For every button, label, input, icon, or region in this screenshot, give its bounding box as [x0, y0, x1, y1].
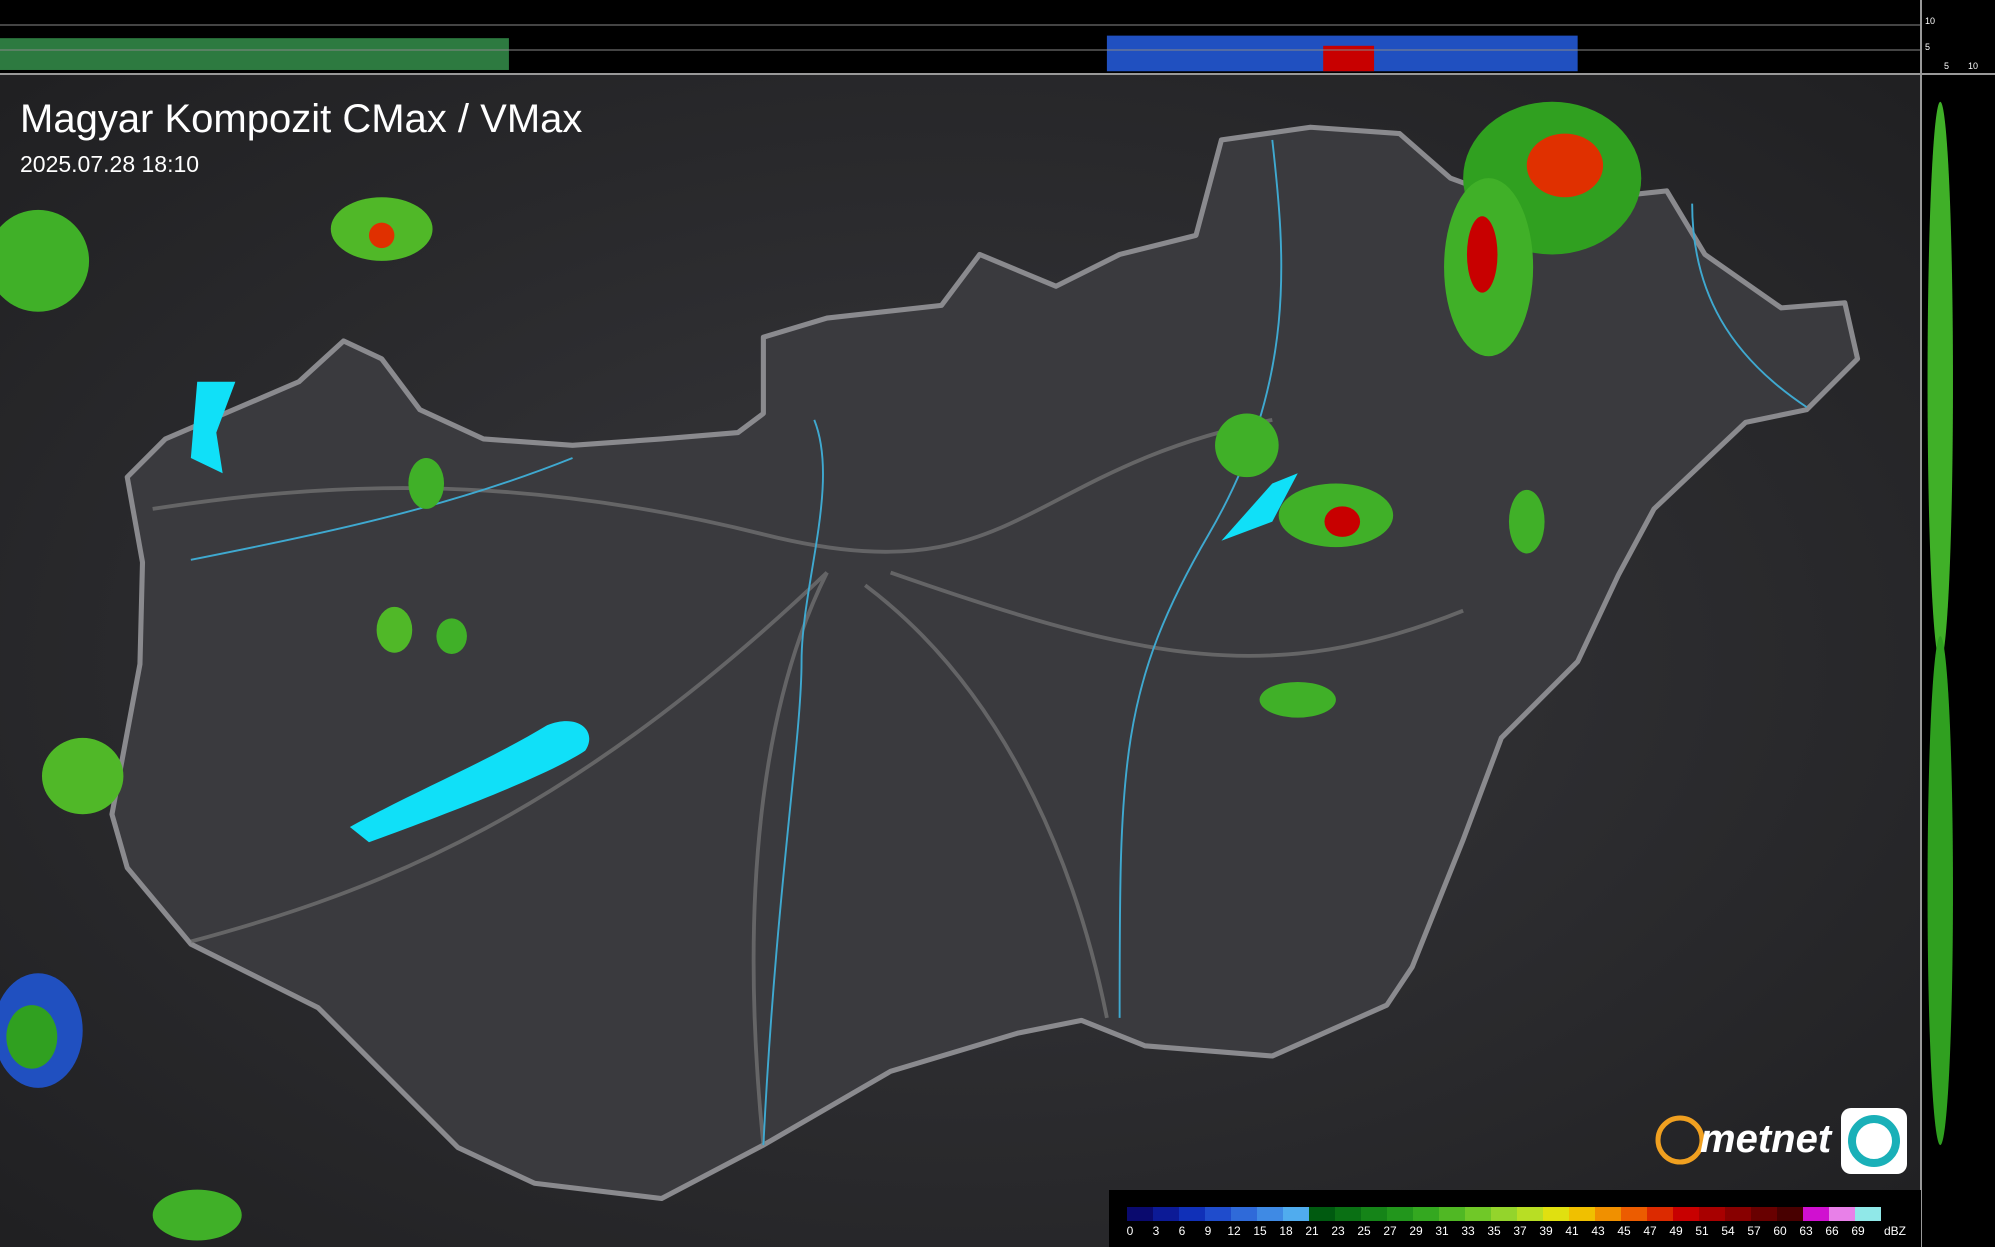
legend-label: 35: [1487, 1224, 1501, 1238]
legend-swatch: [1777, 1207, 1803, 1221]
legend-label: 49: [1669, 1224, 1683, 1238]
legend-label: 3: [1153, 1224, 1160, 1238]
legend-swatch: [1647, 1207, 1673, 1221]
country-area: [109, 124, 1861, 1202]
legend-label: 66: [1825, 1224, 1839, 1238]
legend-swatch: [1855, 1207, 1881, 1221]
legend-label: 57: [1747, 1224, 1761, 1238]
legend-swatch: [1595, 1207, 1621, 1221]
legend-swatch: [1205, 1207, 1231, 1221]
legend-swatch: [1543, 1207, 1569, 1221]
legend-label: 54: [1721, 1224, 1735, 1238]
legend-swatch: [1179, 1207, 1205, 1221]
legend-swatch: [1699, 1207, 1725, 1221]
legend-label: 27: [1383, 1224, 1397, 1238]
legend-label: 29: [1409, 1224, 1423, 1238]
legend-swatch: [1127, 1207, 1153, 1221]
legend-swatch: [1673, 1207, 1699, 1221]
legend-label: 63: [1799, 1224, 1813, 1238]
lake: [190, 381, 236, 474]
logo: metnet: [1655, 1108, 1907, 1174]
legend-swatch: [1387, 1207, 1413, 1221]
legend-swatch: [1439, 1207, 1465, 1221]
legend-swatch: [1153, 1207, 1179, 1221]
legend: 0 3 6 9 12 15 18 21 23 25 27 29 31 33 35 37 39 41 43 45 47 49…: [1127, 1207, 1906, 1238]
legend-swatch: [1361, 1207, 1387, 1221]
legend-swatch: [1283, 1207, 1309, 1221]
title: Magyar Kompozit CMax / VMax: [20, 97, 582, 141]
rivers: [190, 139, 1808, 1146]
legend-swatch: [1725, 1207, 1751, 1221]
legend-label: 18: [1279, 1224, 1293, 1238]
legend-label: 41: [1565, 1224, 1579, 1238]
legend-label: 39: [1539, 1224, 1553, 1238]
scale-label: 10: [1968, 61, 1978, 71]
lake: [349, 721, 590, 843]
roads: [152, 417, 1464, 1146]
legend-label: 9: [1205, 1224, 1212, 1238]
legend-swatch: [1335, 1207, 1361, 1221]
legend-label: 33: [1461, 1224, 1475, 1238]
timestamp: 2025.07.28 18:10: [20, 151, 199, 177]
scale-label: 5: [1925, 42, 1930, 52]
legend-swatch: [1803, 1207, 1829, 1221]
legend-label: 21: [1305, 1224, 1319, 1238]
legend-label: 15: [1253, 1224, 1267, 1238]
legend-swatch: [1621, 1207, 1647, 1221]
legend-swatch: [1413, 1207, 1439, 1221]
legend-label: 37: [1513, 1224, 1527, 1238]
legend-label: 12: [1227, 1224, 1241, 1238]
map-layer: [0, 35, 1953, 1241]
legend-label: 0: [1127, 1224, 1134, 1238]
legend-swatch: [1309, 1207, 1335, 1221]
scale-label: 10: [1925, 16, 1935, 26]
precipitation: [0, 35, 1953, 1241]
legend-unit: dBZ: [1884, 1224, 1906, 1238]
lake: [1221, 473, 1298, 541]
legend-swatch: [1491, 1207, 1517, 1221]
legend-swatch: [1751, 1207, 1777, 1221]
legend-swatch: [1569, 1207, 1595, 1221]
legend-label: 23: [1331, 1224, 1345, 1238]
legend-label: 60: [1773, 1224, 1787, 1238]
legend-label: 45: [1617, 1224, 1631, 1238]
legend-label: 69: [1851, 1224, 1865, 1238]
legend-label: 43: [1591, 1224, 1605, 1238]
legend-swatch: [1517, 1207, 1543, 1221]
legend-swatch: [1231, 1207, 1257, 1221]
scale-label: 5: [1944, 61, 1949, 71]
legend-label: 51: [1695, 1224, 1709, 1238]
legend-label: 6: [1179, 1224, 1186, 1238]
legend-label: 25: [1357, 1224, 1371, 1238]
brand: metnet: [1700, 1117, 1833, 1161]
legend-swatch: [1465, 1207, 1491, 1221]
legend-label: 31: [1435, 1224, 1449, 1238]
legend-swatch: [1257, 1207, 1283, 1221]
legend-label: 47: [1643, 1224, 1657, 1238]
legend-swatch: [1829, 1207, 1855, 1221]
